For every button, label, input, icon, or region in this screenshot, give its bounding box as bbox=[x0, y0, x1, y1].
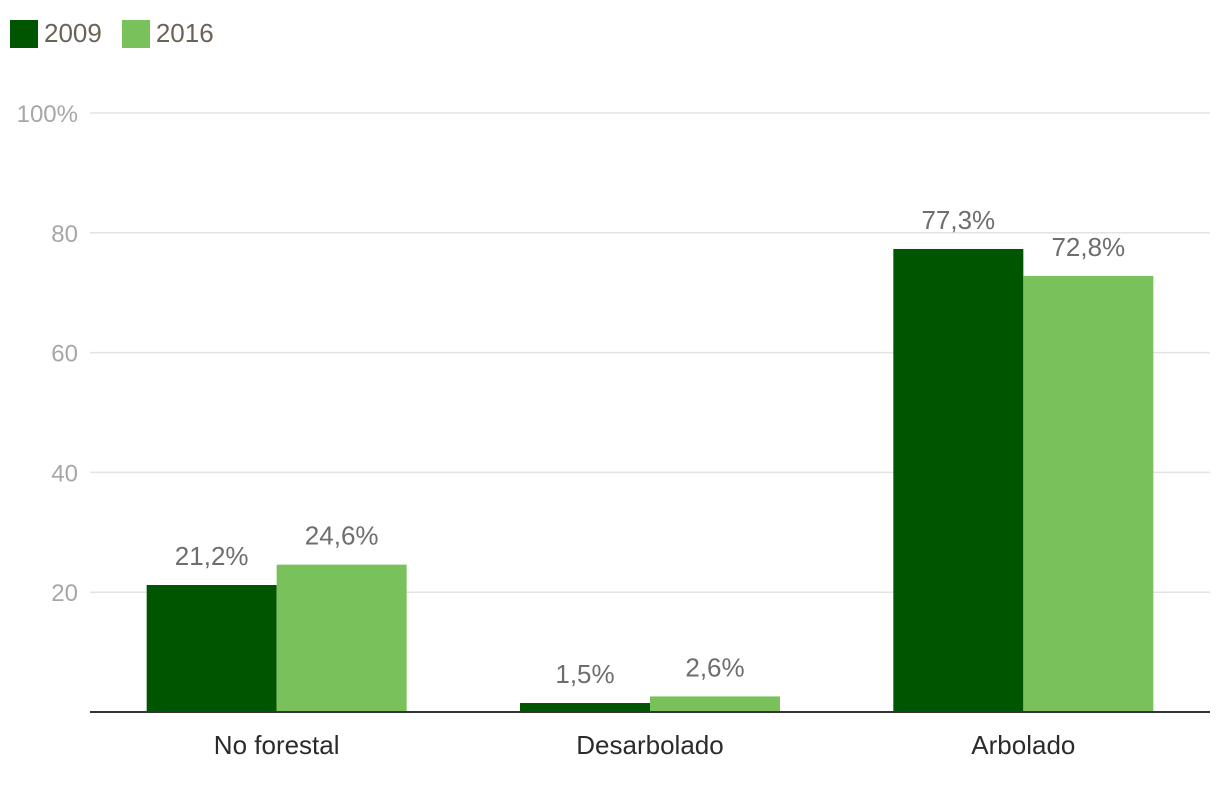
bar bbox=[146, 585, 277, 712]
x-tick-label: Arbolado bbox=[971, 730, 1075, 760]
y-tick-label: 20 bbox=[51, 580, 78, 607]
data-label: 77,3% bbox=[921, 205, 995, 235]
legend-item-2016: 2016 bbox=[121, 18, 214, 49]
bar bbox=[893, 248, 1024, 712]
legend-swatch-2009 bbox=[10, 19, 38, 48]
bar bbox=[276, 564, 407, 712]
legend-swatch-2016 bbox=[121, 19, 150, 48]
y-tick-label: 60 bbox=[51, 341, 78, 368]
bar bbox=[1023, 275, 1154, 712]
bar bbox=[520, 703, 650, 712]
y-tick-label: 80 bbox=[51, 221, 78, 248]
data-label: 21,2% bbox=[175, 541, 249, 571]
x-tick-label: No forestal bbox=[214, 730, 340, 760]
data-label: 1,5% bbox=[555, 659, 614, 689]
data-label: 24,6% bbox=[305, 521, 379, 551]
legend: 2009 2016 bbox=[10, 18, 234, 49]
data-label: 72,8% bbox=[1051, 232, 1125, 262]
legend-item-2009: 2009 bbox=[10, 18, 102, 49]
bar bbox=[650, 696, 780, 712]
y-tick-label: 40 bbox=[51, 460, 78, 487]
legend-label-2016: 2016 bbox=[155, 18, 214, 48]
legend-label-2009: 2009 bbox=[44, 18, 102, 48]
y-tick-label: 100% bbox=[17, 101, 78, 128]
x-tick-label: Desarbolado bbox=[576, 730, 723, 760]
data-label: 2,6% bbox=[685, 652, 744, 682]
